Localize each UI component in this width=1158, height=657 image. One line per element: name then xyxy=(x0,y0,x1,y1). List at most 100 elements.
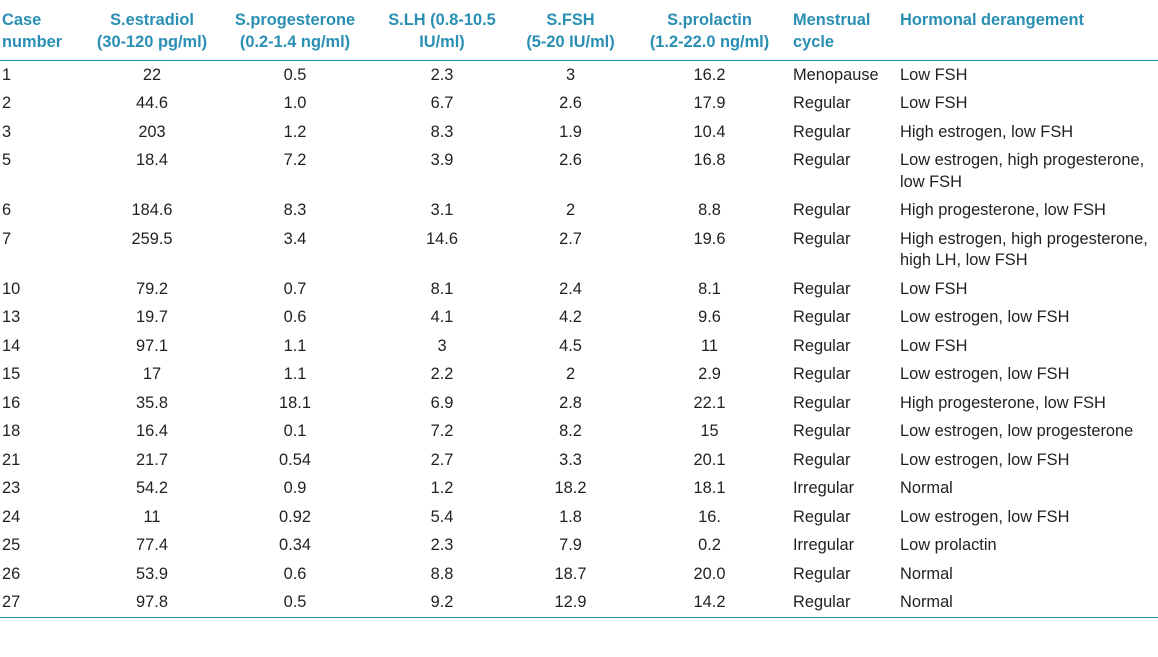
cell-progesterone: 1.0 xyxy=(283,94,307,112)
cell-prolactin: 16. xyxy=(698,507,721,526)
cell-estradiol: 21.7 xyxy=(136,450,168,469)
cell-progesterone: 1.2 xyxy=(283,122,307,141)
cell-progesterone: 0.6 xyxy=(283,564,307,583)
cell-hormonal-derangement: Low prolactin xyxy=(900,536,997,554)
cell-fsh: 2.6 xyxy=(559,151,582,169)
cell-fsh: 7.9 xyxy=(559,536,582,554)
cell-hormonal-derangement: High estrogen, low FSH xyxy=(900,122,1074,141)
cell-hormonal-derangement: High progesterone, low FSH xyxy=(900,393,1106,412)
cell-prolactin: 16.8 xyxy=(693,151,726,169)
cell-estradiol: 79.2 xyxy=(136,279,168,298)
cell-hormonal-derangement: Normal xyxy=(900,593,953,611)
cell-prolactin: 16.2 xyxy=(693,65,726,84)
cell-hormonal-derangement: Low FSH xyxy=(900,65,968,84)
cell-estradiol: 77.4 xyxy=(136,536,168,554)
cell-prolactin: 8.1 xyxy=(698,279,721,298)
cell-lh: 3.9 xyxy=(430,151,454,169)
hormone-results-table: Case number S.estradiol (30-120 pg/ml) S.p… xyxy=(0,11,1158,618)
cell-prolactin: 20.0 xyxy=(693,564,726,583)
cell-hormonal-derangement: Normal xyxy=(900,479,953,497)
table-body: 1 22 0.5 2.3 3 16.2 Menopause Low FSH 2 44.6 1.0 6.… xyxy=(0,61,1158,618)
table-row: 3 203 1.2 8.3 1.9 10.4 Regular High estrogen, l… xyxy=(0,118,1158,147)
cell-fsh: 4.2 xyxy=(559,308,582,326)
cell-estradiol: 54.2 xyxy=(136,479,168,497)
cell-case-number: 25 xyxy=(2,536,21,554)
cell-estradiol: 259.5 xyxy=(131,229,173,248)
cell-prolactin: 11 xyxy=(700,336,718,355)
cell-prolactin: 2.9 xyxy=(698,365,721,383)
cell-prolactin: 14.2 xyxy=(693,593,726,611)
cell-estradiol: 184.6 xyxy=(131,201,173,219)
table-row: 18 16.4 0.1 7.2 8.2 15 Regular Low estrogen, lo… xyxy=(0,418,1158,447)
cell-fsh: 18.2 xyxy=(554,479,587,497)
table-row: 1 22 0.5 2.3 3 16.2 Menopause Low FSH xyxy=(0,61,1158,90)
cell-prolactin: 20.1 xyxy=(693,450,726,469)
table-row: 23 54.2 0.9 1.2 18.2 18.1 Irregular Normal xyxy=(0,475,1158,504)
cell-lh: 2.3 xyxy=(430,65,454,84)
cell-prolactin: 22.1 xyxy=(693,393,726,412)
header-fsh: S.FSH (5-20 IU/ml) xyxy=(526,11,615,51)
cell-hormonal-derangement: Low estrogen, low FSH xyxy=(900,450,1070,469)
cell-fsh: 1.8 xyxy=(559,507,582,526)
cell-progesterone: 0.92 xyxy=(279,507,311,526)
cell-fsh: 1.9 xyxy=(559,122,582,141)
cell-prolactin: 18.1 xyxy=(693,479,726,497)
cell-fsh: 8.2 xyxy=(559,422,582,440)
header-case-number: Case number xyxy=(2,11,63,51)
cell-estradiol: 53.9 xyxy=(136,564,168,583)
table-row: 6 184.6 8.3 3.1 2 8.8 Regular High progesterone… xyxy=(0,197,1158,226)
cell-fsh: 2.6 xyxy=(559,94,582,112)
cell-hormonal-derangement: Low FSH xyxy=(900,94,968,112)
cell-estradiol: 44.6 xyxy=(136,94,168,112)
cell-progesterone: 0.9 xyxy=(283,479,307,497)
cell-hormonal-derangement: Low estrogen, low FSH xyxy=(900,365,1070,383)
cell-prolactin: 9.6 xyxy=(698,308,721,326)
table-row: 15 17 1.1 2.2 2 2.9 Regular Low estrogen, low F… xyxy=(0,361,1158,390)
cell-progesterone: 8.3 xyxy=(283,201,307,219)
cell-case-number: 10 xyxy=(2,279,21,298)
cell-hormonal-derangement: Low estrogen, low FSH xyxy=(900,308,1070,326)
cell-progesterone: 0.6 xyxy=(283,308,307,326)
header-lh: S.LH (0.8-10.5 IU/ml) xyxy=(388,11,496,51)
cell-lh: 5.4 xyxy=(430,507,454,526)
cell-case-number: 24 xyxy=(2,507,21,526)
table-row: 5 18.4 7.2 3.9 2.6 16.8 Regular Low estrogen, h… xyxy=(0,147,1158,197)
cell-lh: 14.6 xyxy=(426,229,458,248)
cell-progesterone: 7.2 xyxy=(283,151,307,169)
cell-progesterone: 0.34 xyxy=(279,536,311,554)
table-row: 14 97.1 1.1 3 4.5 11 Regular Low FSH xyxy=(0,332,1158,361)
cell-fsh: 2.7 xyxy=(559,229,582,248)
cell-estradiol: 97.8 xyxy=(136,593,168,611)
table-row: 10 79.2 0.7 8.1 2.4 8.1 Regular Low FSH xyxy=(0,275,1158,304)
cell-progesterone: 0.54 xyxy=(279,450,311,469)
cell-fsh: 3.3 xyxy=(559,450,582,469)
cell-lh: 8.8 xyxy=(430,564,454,583)
cell-case-number: 15 xyxy=(2,365,21,383)
cell-fsh: 18.7 xyxy=(554,564,587,583)
cell-fsh: 2 xyxy=(565,201,576,219)
cell-hormonal-derangement: High progesterone, low FSH xyxy=(900,201,1106,219)
cell-menstrual-cycle: Regular xyxy=(793,94,851,112)
cell-case-number: 6 xyxy=(2,201,12,219)
cell-lh: 7.2 xyxy=(430,422,454,440)
cell-menstrual-cycle: Regular xyxy=(793,151,851,169)
cell-case-number: 14 xyxy=(2,336,21,355)
cell-fsh: 2.8 xyxy=(559,393,582,412)
cell-progesterone: 1.1 xyxy=(283,365,307,383)
cell-lh: 3 xyxy=(437,336,447,355)
cell-lh: 2.2 xyxy=(430,365,454,383)
cell-fsh: 3 xyxy=(565,65,576,84)
cell-progesterone: 18.1 xyxy=(279,393,311,412)
cell-estradiol: 11 xyxy=(143,507,161,526)
header-hormonal-derangement: Hormonal derangement xyxy=(900,11,1084,29)
cell-menstrual-cycle: Irregular xyxy=(793,536,855,554)
cell-menstrual-cycle: Menopause xyxy=(793,65,879,84)
cell-case-number: 21 xyxy=(2,450,21,469)
header-estradiol: S.estradiol (30-120 pg/ml) xyxy=(96,11,208,51)
cell-menstrual-cycle: Regular xyxy=(793,201,851,219)
cell-lh: 6.7 xyxy=(430,94,454,112)
cell-estradiol: 22 xyxy=(142,65,162,84)
cell-progesterone: 0.5 xyxy=(283,593,307,611)
cell-menstrual-cycle: Regular xyxy=(793,122,851,141)
